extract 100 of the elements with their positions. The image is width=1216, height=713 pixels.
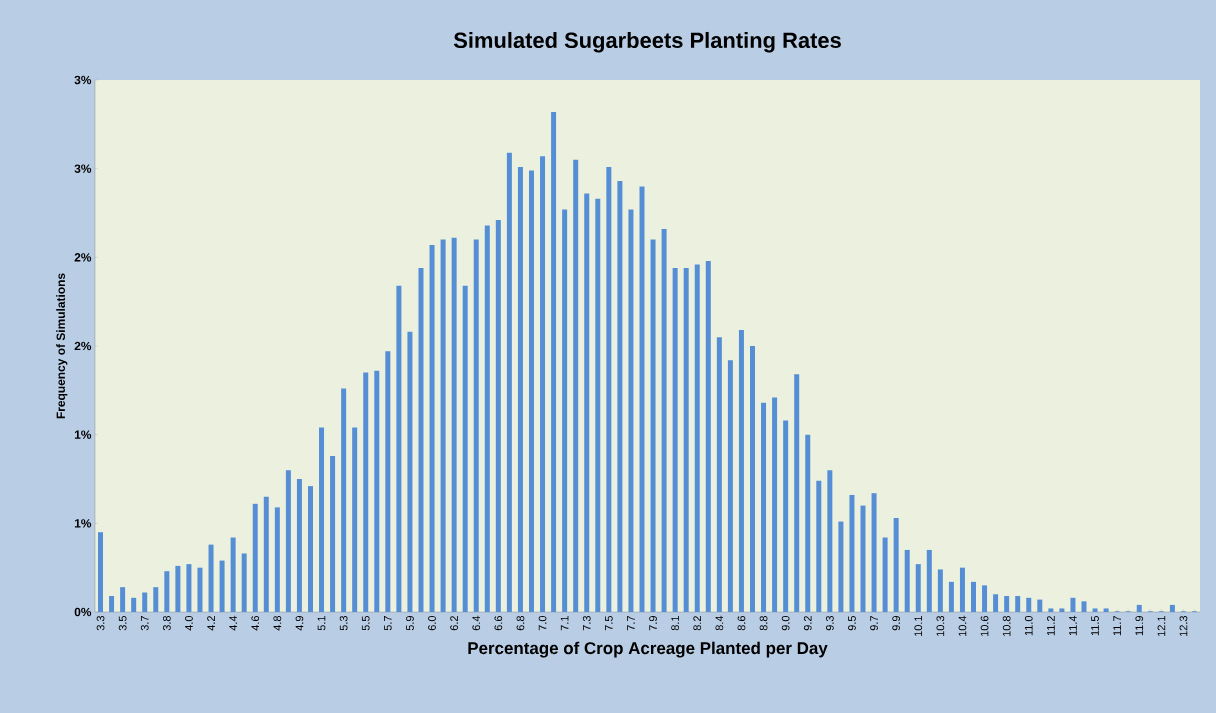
bar bbox=[1136, 604, 1142, 612]
bar bbox=[219, 560, 225, 612]
x-tick-label: 9.2 bbox=[803, 616, 812, 631]
bar bbox=[650, 239, 656, 612]
bar bbox=[838, 521, 844, 612]
x-tick-label: 4.9 bbox=[295, 616, 304, 631]
bar bbox=[175, 565, 181, 612]
y-axis-title: Frequency of Simulations bbox=[56, 273, 68, 419]
x-tick-label: 3.5 bbox=[118, 615, 127, 631]
bar bbox=[263, 496, 269, 612]
x-tick-label: 9.7 bbox=[870, 616, 878, 631]
bar bbox=[296, 479, 302, 612]
bar bbox=[319, 427, 325, 612]
bar bbox=[1015, 596, 1021, 612]
x-tick-label: 9.3 bbox=[825, 616, 834, 631]
bar bbox=[639, 186, 645, 612]
x-tick-label: 11.0 bbox=[1024, 615, 1033, 636]
y-tick-label: 2% bbox=[74, 253, 92, 262]
bar bbox=[959, 567, 965, 612]
bar bbox=[208, 544, 214, 612]
x-tick-label: 10.4 bbox=[958, 615, 967, 637]
x-tick-label: 3.3 bbox=[96, 616, 105, 631]
x-tick-label: 10.8 bbox=[1002, 616, 1011, 637]
bar bbox=[827, 470, 833, 612]
bar bbox=[241, 553, 247, 612]
bar bbox=[186, 564, 192, 612]
bar bbox=[937, 569, 943, 612]
bar bbox=[385, 351, 391, 612]
x-tick-label: 4.0 bbox=[185, 615, 193, 631]
x-tick-label: 5.3 bbox=[339, 616, 348, 631]
bar bbox=[1026, 597, 1032, 612]
x-tick-label: 10.6 bbox=[980, 616, 989, 637]
bar bbox=[197, 567, 203, 612]
bar bbox=[230, 537, 236, 612]
x-tick-label: 6.0 bbox=[428, 615, 436, 631]
x-tick-label: 3.7 bbox=[140, 616, 149, 631]
x-tick-label: 3.8 bbox=[162, 616, 171, 631]
bar bbox=[440, 239, 446, 612]
x-tick-label: 6.6 bbox=[494, 616, 503, 631]
bar bbox=[584, 193, 590, 612]
x-tick-label: 4.8 bbox=[273, 616, 282, 631]
x-tick-label: 5.1 bbox=[317, 616, 326, 631]
x-tick-label: 5.5 bbox=[361, 615, 370, 631]
bar bbox=[352, 427, 358, 612]
bar bbox=[982, 585, 988, 612]
bar bbox=[738, 330, 744, 612]
bar bbox=[1037, 599, 1043, 612]
bar bbox=[396, 285, 402, 612]
bar bbox=[562, 209, 568, 612]
bar bbox=[429, 244, 435, 612]
bar bbox=[882, 537, 888, 612]
x-tick-label: 7.5 bbox=[605, 615, 613, 631]
x-tick-label: 7.7 bbox=[627, 616, 635, 631]
bar bbox=[904, 549, 910, 612]
bar bbox=[1070, 597, 1076, 612]
bar bbox=[1004, 596, 1010, 612]
x-tick-label: 9.9 bbox=[892, 616, 901, 631]
bar bbox=[341, 388, 347, 612]
x-tick-label: 6.8 bbox=[516, 616, 525, 631]
bar bbox=[506, 152, 512, 612]
bar bbox=[517, 166, 523, 612]
bar bbox=[805, 434, 811, 612]
x-tick-label: 10.1 bbox=[914, 616, 923, 637]
bar bbox=[661, 228, 667, 612]
bar bbox=[749, 346, 755, 612]
bar bbox=[451, 237, 457, 612]
bar bbox=[330, 455, 336, 612]
x-tick-label: 11.7 bbox=[1113, 616, 1121, 636]
bar bbox=[948, 581, 954, 612]
bar bbox=[285, 470, 291, 612]
bar bbox=[926, 549, 932, 612]
x-tick-label: 9.0 bbox=[781, 615, 790, 631]
bar bbox=[915, 564, 921, 612]
x-tick-label: 8.4 bbox=[715, 615, 724, 631]
x-tick-label: 7.1 bbox=[560, 616, 569, 631]
bar bbox=[164, 571, 170, 612]
x-tick-label: 11.4 bbox=[1069, 615, 1077, 636]
bar bbox=[1103, 608, 1109, 612]
x-tick-label: 4.6 bbox=[251, 616, 260, 631]
x-tick-label: 11.2 bbox=[1047, 616, 1055, 636]
y-tick-label: 3% bbox=[74, 75, 92, 85]
bar bbox=[484, 225, 490, 612]
bar bbox=[783, 420, 789, 612]
bar bbox=[794, 374, 800, 612]
bar bbox=[595, 198, 601, 612]
bar bbox=[617, 181, 623, 612]
x-tick-label: 12.3 bbox=[1179, 616, 1188, 637]
bar bbox=[705, 260, 711, 612]
bar bbox=[672, 267, 678, 612]
bar bbox=[606, 166, 612, 612]
x-tick-label: 5.9 bbox=[406, 616, 414, 631]
bar bbox=[462, 285, 468, 612]
bar bbox=[893, 518, 899, 612]
x-tick-label: 6.2 bbox=[450, 616, 459, 631]
bar bbox=[131, 597, 137, 612]
bar bbox=[274, 507, 280, 612]
bar bbox=[993, 594, 999, 612]
bar bbox=[860, 505, 866, 612]
x-tick-label: 12.1 bbox=[1157, 616, 1166, 637]
bar bbox=[871, 493, 877, 612]
